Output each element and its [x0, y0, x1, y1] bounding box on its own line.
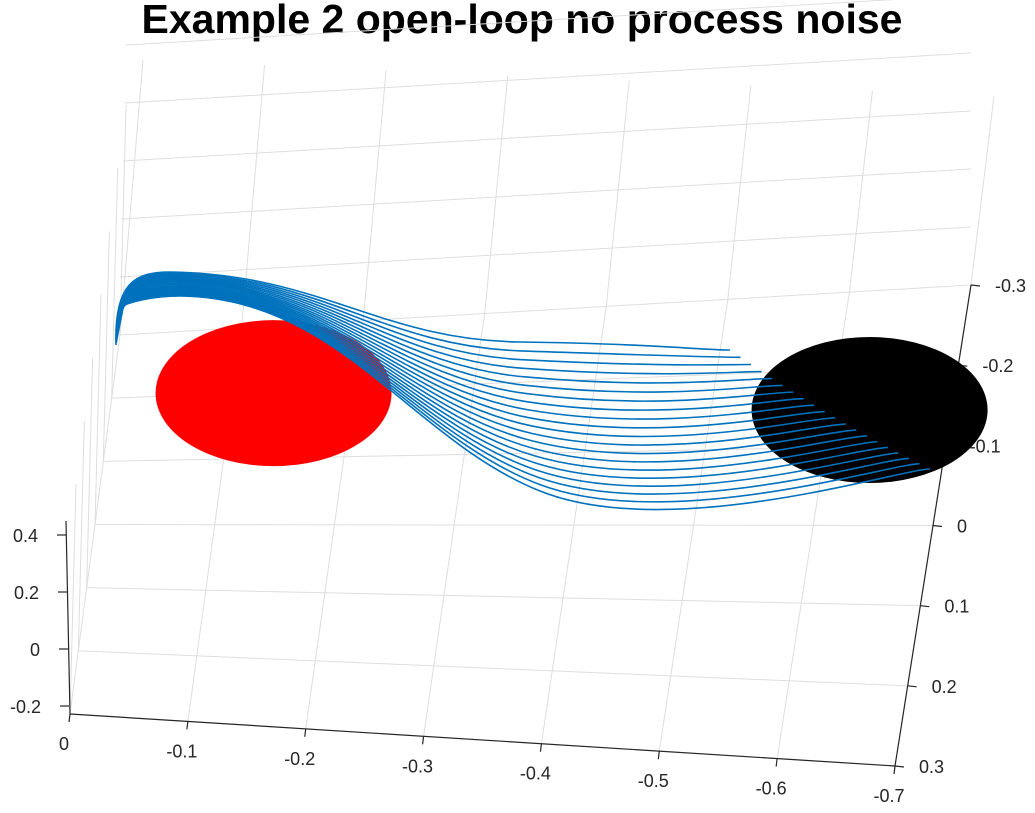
- trajectory-line: [121, 288, 878, 471]
- trajectory-line: [120, 287, 867, 463]
- y-tick-mark: [907, 685, 917, 688]
- trajectory-line: [116, 276, 773, 384]
- grid-line: [94, 294, 102, 525]
- trajectory-line: [119, 283, 836, 438]
- trajectory-line: [122, 292, 909, 495]
- tick-labels: 0 -0.1 -0.2 -0.3 -0.4 -0.5 -0.6 -0.7 -0.3 -0.2 -0.…: [10, 276, 1026, 806]
- x-tick-mark: [657, 751, 660, 760]
- trajectory-line: [117, 277, 783, 393]
- trajectory-line: [121, 290, 888, 479]
- start-region-disc: [155, 320, 392, 467]
- grid-line: [86, 357, 94, 588]
- grid-line: [727, 85, 752, 300]
- trajectory-line: [122, 293, 920, 503]
- z-tick-label: 0: [30, 640, 40, 660]
- trajectory-line: [118, 280, 804, 411]
- x-tick-label: -0.4: [520, 764, 551, 784]
- x-tick-mark: [68, 713, 71, 723]
- trajectory-line: [121, 291, 899, 487]
- x-tick-label: -0.2: [284, 749, 315, 769]
- trajectories: [115, 271, 931, 511]
- z-tick-label: 0.2: [14, 583, 39, 603]
- z-tick-label: 0.4: [13, 526, 38, 546]
- y-tick-label: -0.2: [982, 356, 1013, 376]
- trajectory-line: [120, 286, 857, 455]
- z-axis-line: [65, 520, 71, 715]
- y-tick-label: 0: [957, 517, 967, 537]
- grid-line: [125, 0, 895, 46]
- x-tick-label: -0.7: [873, 786, 904, 806]
- grid-line: [121, 168, 972, 220]
- trajectory-line: [115, 271, 731, 351]
- grid-line: [119, 104, 127, 336]
- x-tick-label: 0: [59, 734, 69, 754]
- y-tick-label: 0.1: [944, 597, 969, 617]
- y-tick-label: -0.1: [970, 436, 1001, 456]
- grid-line: [124, 52, 972, 104]
- y-tick-mark: [920, 605, 930, 608]
- grid-line: [122, 110, 972, 162]
- trajectory-line: [117, 278, 794, 402]
- x-tick-label: -0.3: [402, 756, 433, 776]
- y-tick-label: 0.2: [932, 677, 957, 697]
- trajectory-line: [116, 274, 762, 375]
- grid-line: [69, 483, 77, 715]
- regions: [155, 320, 988, 483]
- grid-line: [94, 524, 934, 526]
- target-region-disc: [751, 336, 988, 483]
- grid-line: [111, 168, 119, 399]
- trajectory-line: [119, 285, 846, 446]
- grid-line: [484, 75, 509, 314]
- x-tick-mark: [893, 765, 896, 775]
- z-tick-label: -0.2: [10, 697, 41, 717]
- grid-line: [78, 650, 908, 687]
- x-tick-mark: [304, 728, 307, 737]
- grid-line: [102, 231, 110, 462]
- x-axis-line: [69, 713, 896, 767]
- grid-line: [77, 420, 85, 651]
- x-tick-mark: [539, 743, 543, 752]
- y-tick-mark: [970, 284, 981, 287]
- y-tick-mark: [894, 765, 905, 768]
- x-tick-label: -0.6: [756, 779, 787, 799]
- grid-line: [86, 587, 921, 607]
- trajectory-line: [118, 281, 815, 420]
- trajectory-line: [116, 273, 752, 366]
- x-tick-label: -0.5: [638, 771, 669, 791]
- x-tick-mark: [421, 736, 425, 745]
- grid-line: [848, 90, 873, 293]
- grid-line: [970, 95, 995, 286]
- y-tick-label: -0.3: [995, 276, 1026, 296]
- grid-line: [119, 226, 972, 278]
- x-tick-label: -0.1: [166, 741, 197, 761]
- y-tick-label: 0.3: [919, 757, 944, 777]
- x-tick-mark: [186, 721, 189, 730]
- grid-line: [362, 70, 387, 321]
- trajectory-line: [123, 295, 931, 511]
- x-tick-mark: [775, 758, 778, 767]
- trajectory-line: [115, 272, 741, 359]
- grid-line: [119, 59, 144, 336]
- trajectory-line: [118, 282, 825, 429]
- y-tick-mark: [932, 524, 943, 528]
- grid-line: [605, 80, 630, 307]
